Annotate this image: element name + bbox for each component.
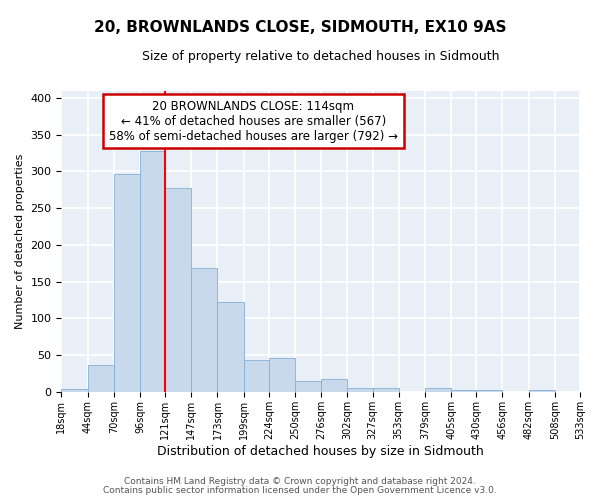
Bar bbox=[114, 174, 140, 392]
Bar bbox=[425, 388, 451, 392]
Bar bbox=[321, 380, 347, 392]
Bar bbox=[244, 360, 269, 392]
Bar bbox=[451, 390, 476, 392]
Bar bbox=[269, 358, 295, 392]
Bar bbox=[165, 188, 191, 392]
Bar bbox=[373, 388, 399, 392]
Bar bbox=[347, 388, 373, 392]
Bar bbox=[61, 389, 88, 392]
Text: Contains HM Land Registry data © Crown copyright and database right 2024.: Contains HM Land Registry data © Crown c… bbox=[124, 477, 476, 486]
Y-axis label: Number of detached properties: Number of detached properties bbox=[15, 154, 25, 329]
X-axis label: Distribution of detached houses by size in Sidmouth: Distribution of detached houses by size … bbox=[157, 444, 484, 458]
Bar bbox=[140, 151, 165, 392]
Text: 20, BROWNLANDS CLOSE, SIDMOUTH, EX10 9AS: 20, BROWNLANDS CLOSE, SIDMOUTH, EX10 9AS bbox=[94, 20, 506, 35]
Title: Size of property relative to detached houses in Sidmouth: Size of property relative to detached ho… bbox=[142, 50, 499, 63]
Bar bbox=[217, 302, 244, 392]
Bar bbox=[191, 268, 217, 392]
Text: 20 BROWNLANDS CLOSE: 114sqm
← 41% of detached houses are smaller (567)
58% of se: 20 BROWNLANDS CLOSE: 114sqm ← 41% of det… bbox=[109, 100, 398, 142]
Bar bbox=[476, 390, 502, 392]
Text: Contains public sector information licensed under the Open Government Licence v3: Contains public sector information licen… bbox=[103, 486, 497, 495]
Bar bbox=[529, 390, 555, 392]
Bar bbox=[295, 381, 321, 392]
Bar bbox=[88, 364, 114, 392]
